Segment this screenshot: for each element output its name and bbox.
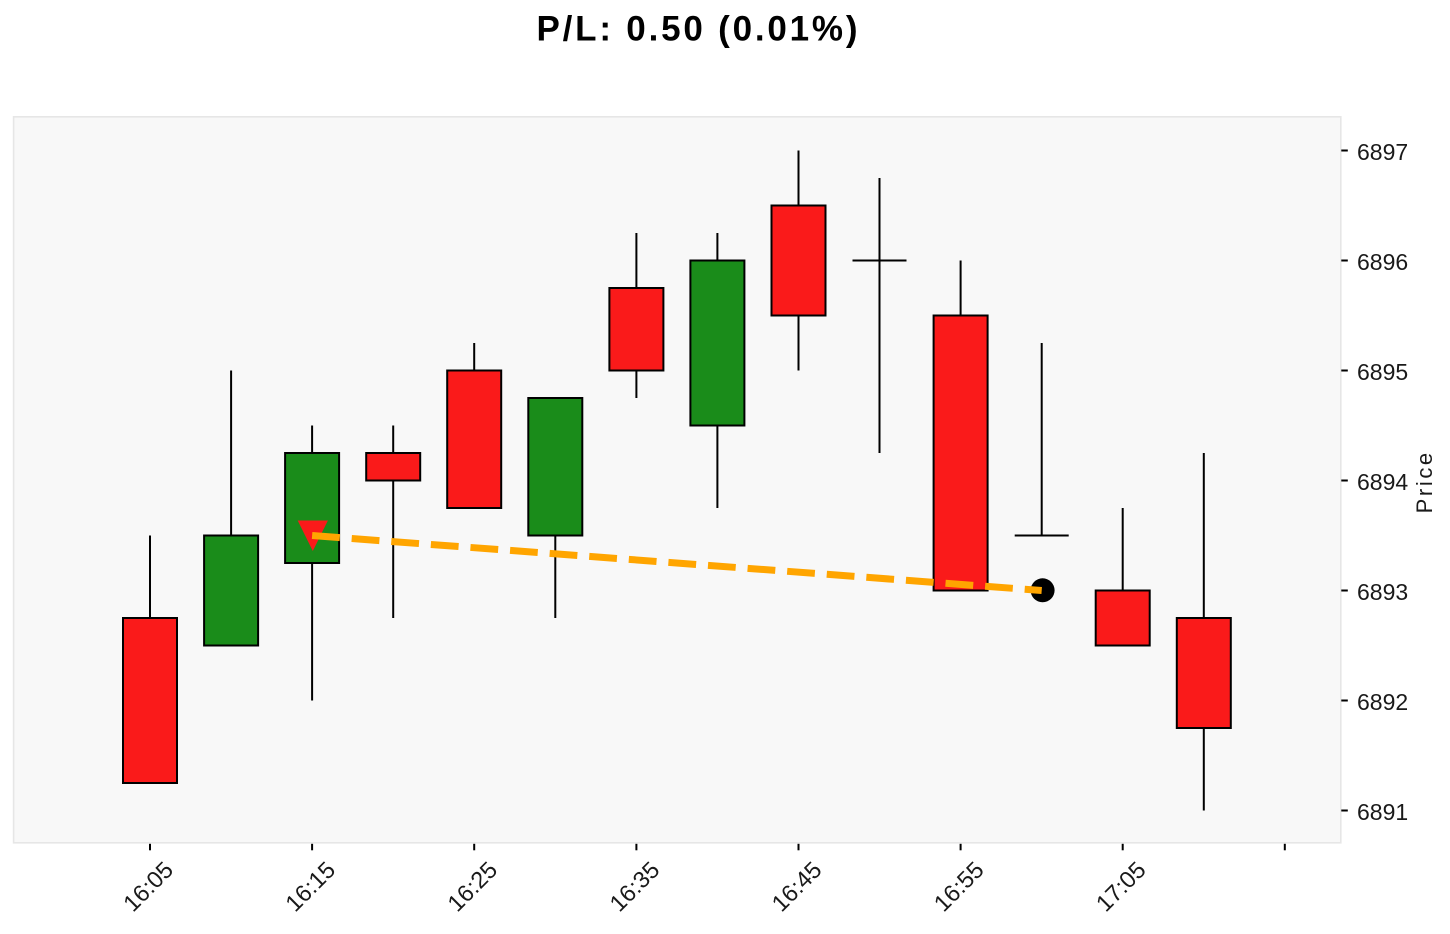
svg-text:16:55: 16:55: [929, 857, 989, 917]
svg-text:6892: 6892: [1357, 689, 1408, 715]
svg-text:16:15: 16:15: [280, 857, 340, 917]
svg-text:16:45: 16:45: [767, 857, 827, 917]
svg-text:6891: 6891: [1357, 799, 1408, 825]
svg-text:6895: 6895: [1357, 359, 1408, 385]
svg-text:17:05: 17:05: [1091, 857, 1151, 917]
svg-text:6893: 6893: [1357, 579, 1408, 605]
svg-text:16:25: 16:25: [442, 857, 502, 917]
svg-text:16:05: 16:05: [118, 857, 178, 917]
svg-text:Price: Price: [1412, 450, 1437, 513]
svg-text:16:35: 16:35: [605, 857, 665, 917]
svg-text:P/L: 0.50 (0.01%): P/L: 0.50 (0.01%): [536, 10, 860, 49]
svg-text:6896: 6896: [1357, 249, 1408, 275]
svg-text:6897: 6897: [1357, 139, 1408, 165]
svg-text:6894: 6894: [1357, 469, 1408, 495]
